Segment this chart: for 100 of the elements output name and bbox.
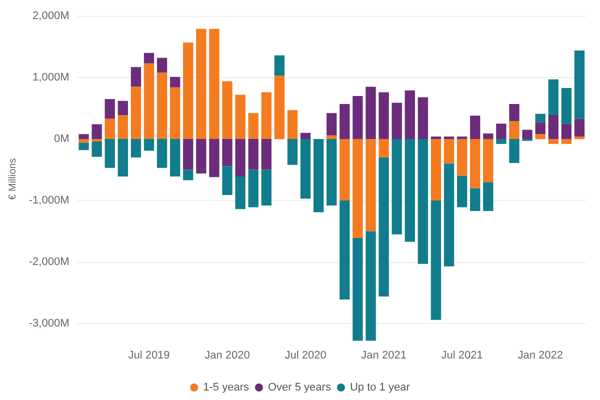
bar xyxy=(535,134,546,140)
bar xyxy=(470,116,480,140)
bar xyxy=(261,139,272,170)
bar xyxy=(104,139,115,168)
bar xyxy=(261,170,272,206)
bar xyxy=(170,76,180,88)
legend-label: 1-5 years xyxy=(203,382,250,394)
y-tick-label: -2,000M xyxy=(28,256,70,268)
bar xyxy=(496,139,506,144)
bar xyxy=(444,139,454,164)
bar xyxy=(156,58,168,73)
bar xyxy=(574,136,585,140)
bar xyxy=(430,139,442,201)
bar xyxy=(535,122,546,134)
bar xyxy=(574,118,585,137)
bar xyxy=(287,110,298,140)
bar xyxy=(130,86,142,140)
y-tick-label: -3,000M xyxy=(28,318,70,330)
bar xyxy=(392,102,402,140)
y-tick-label: 0M xyxy=(54,133,70,146)
bar xyxy=(378,92,389,140)
bar xyxy=(104,118,115,140)
bar xyxy=(430,136,442,140)
bar xyxy=(548,139,558,144)
bar xyxy=(144,63,154,140)
bar xyxy=(196,139,206,174)
bar xyxy=(118,100,128,116)
bar xyxy=(522,130,532,140)
bar xyxy=(209,139,220,178)
bar xyxy=(156,139,168,168)
bar xyxy=(340,104,350,140)
bar xyxy=(300,139,311,199)
bar xyxy=(78,139,89,143)
bar xyxy=(535,114,546,122)
bar xyxy=(352,139,363,238)
bar xyxy=(92,124,102,140)
bar xyxy=(274,55,285,76)
bar xyxy=(118,139,128,177)
bar xyxy=(392,139,402,234)
bar xyxy=(509,139,520,164)
bar xyxy=(92,141,102,157)
x-tick-label: Jul 2019 xyxy=(128,350,170,362)
bar xyxy=(130,67,142,87)
bar xyxy=(144,52,154,64)
y-tick-label: 1,000M xyxy=(32,72,70,84)
x-tick-label: Jul 2020 xyxy=(284,350,326,362)
bar xyxy=(444,136,454,140)
bar xyxy=(352,238,363,341)
bar xyxy=(340,139,350,201)
bar xyxy=(352,96,363,140)
bar xyxy=(118,115,128,140)
bar xyxy=(548,79,558,116)
bar xyxy=(104,99,115,119)
bar xyxy=(326,113,337,136)
bar xyxy=(509,104,520,122)
bar xyxy=(366,86,376,140)
x-tick-label: Jan 2020 xyxy=(204,350,250,362)
bar xyxy=(496,124,506,140)
bar xyxy=(483,182,494,211)
bar xyxy=(378,157,389,296)
bar xyxy=(404,90,415,140)
bar xyxy=(326,139,337,206)
bar xyxy=(196,28,206,140)
legend-label: Up to 1 year xyxy=(350,382,410,394)
y-tick-label: 2,000M xyxy=(32,10,70,22)
bar xyxy=(170,87,180,140)
bar xyxy=(574,50,585,119)
bar xyxy=(509,121,520,140)
x-tick-label: Jan 2021 xyxy=(361,350,406,362)
bar xyxy=(456,176,468,208)
bar xyxy=(300,132,311,140)
bar xyxy=(248,139,258,170)
bar xyxy=(456,136,468,140)
bar xyxy=(248,170,258,208)
bar xyxy=(340,200,350,300)
bar xyxy=(222,139,232,166)
bar xyxy=(418,139,428,264)
bar xyxy=(444,164,454,266)
bar xyxy=(261,92,272,140)
bar xyxy=(183,170,194,180)
bar xyxy=(235,176,246,210)
bar xyxy=(78,142,89,150)
bar xyxy=(156,72,168,140)
x-tick-label: Jan 2022 xyxy=(518,350,563,362)
bar xyxy=(313,139,324,212)
bar xyxy=(378,139,389,158)
bar xyxy=(326,135,337,140)
bar xyxy=(235,139,246,177)
bar xyxy=(287,139,298,165)
bar xyxy=(470,139,480,188)
bar xyxy=(366,231,376,341)
bar xyxy=(430,200,442,320)
bar xyxy=(222,166,232,195)
bar xyxy=(209,28,220,140)
bar xyxy=(274,76,285,140)
y-tick-label: -1,000M xyxy=(28,194,70,207)
bar xyxy=(561,124,572,140)
bar xyxy=(561,139,572,144)
bar xyxy=(144,139,154,151)
bar xyxy=(418,97,428,140)
